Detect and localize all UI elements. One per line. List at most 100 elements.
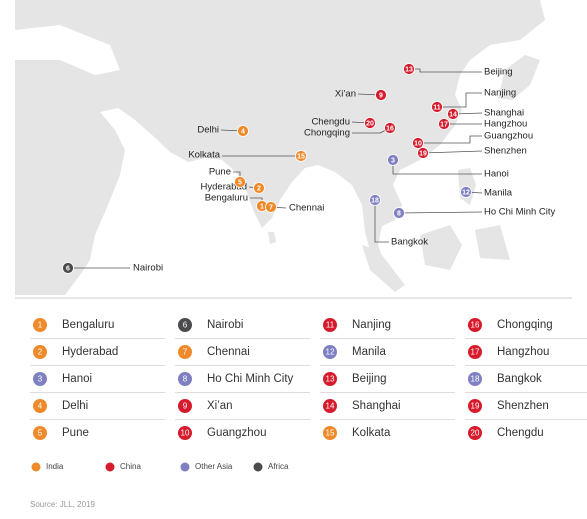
table-number: 5 — [38, 429, 43, 438]
table-city: Kolkata — [352, 427, 391, 439]
table-city: Beijing — [352, 373, 387, 385]
city-label: Nanjing — [484, 88, 516, 99]
city-marker — [265, 201, 277, 213]
legend-label: India — [46, 462, 64, 471]
city-label: Chongqing — [304, 128, 350, 139]
city-marker — [384, 122, 396, 134]
table-number: 4 — [38, 402, 43, 411]
table-number: 19 — [471, 402, 480, 411]
city-label: Shanghai — [484, 108, 524, 119]
table-marker — [323, 345, 337, 359]
leader-line — [422, 150, 483, 154]
table-marker — [323, 399, 337, 413]
city-marker — [460, 186, 472, 198]
table-number: 9 — [183, 402, 188, 411]
sea — [15, 25, 120, 75]
city-table: 1 Bengaluru 2 Hyderabad 3 Hanoi 4 Delhi 5 Pune 6 Na… — [30, 318, 587, 440]
table-number: 13 — [326, 375, 335, 384]
city-marker — [237, 125, 249, 137]
table-marker — [178, 372, 192, 386]
city-marker — [393, 207, 405, 219]
leader-line — [398, 211, 483, 214]
city-label: Kolkata — [188, 150, 220, 161]
leader-line — [418, 135, 482, 144]
table-city: Chengdu — [497, 427, 544, 439]
table-number: 2 — [38, 348, 43, 357]
city-marker — [295, 150, 307, 162]
city-label: Beijing — [484, 67, 513, 78]
city-marker — [431, 101, 443, 113]
table-city: Hyderabad — [62, 346, 118, 358]
city-label: Nairobi — [133, 263, 163, 274]
marker-number: 18 — [371, 197, 379, 204]
legend-swatch — [31, 462, 41, 472]
table-number: 15 — [326, 429, 335, 438]
marker-number: 19 — [419, 150, 427, 157]
city-label: Delhi — [197, 125, 219, 136]
table-city: Hangzhou — [497, 346, 549, 358]
table-marker — [323, 318, 337, 332]
legend-label: Other Asia — [195, 462, 233, 471]
table-number: 7 — [183, 348, 188, 357]
table-number: 16 — [471, 321, 480, 330]
table-marker — [33, 426, 47, 440]
table-marker — [323, 426, 337, 440]
table-number: 10 — [181, 429, 190, 438]
city-label: Hyderabad — [201, 182, 247, 193]
table-marker — [178, 345, 192, 359]
city-label: Hangzhou — [484, 119, 527, 130]
table-city: Chennai — [207, 346, 250, 358]
city-marker — [447, 108, 459, 120]
marker-number: 9 — [379, 92, 383, 99]
marker-number: 12 — [462, 189, 470, 196]
city-marker — [417, 147, 429, 159]
table-city: Xi’an — [207, 400, 233, 412]
table-marker — [468, 345, 482, 359]
legend-swatch — [180, 462, 190, 472]
city-label: Guangzhou — [484, 131, 533, 142]
table-city: Guangzhou — [207, 427, 266, 439]
legend-swatch — [105, 462, 115, 472]
marker-number: 15 — [297, 153, 305, 160]
city-label: Ho Chi Minh City — [484, 207, 556, 218]
city-marker — [403, 63, 415, 75]
table-city: Shanghai — [352, 400, 401, 412]
city-label: Shenzhen — [484, 146, 527, 157]
city-label: Bengaluru — [205, 193, 248, 204]
landmass — [15, 0, 545, 295]
marker-number: 4 — [241, 128, 245, 135]
table-marker — [323, 372, 337, 386]
island — [362, 245, 405, 292]
city-marker — [438, 118, 450, 130]
marker-number: 17 — [440, 121, 448, 128]
city-marker — [412, 137, 424, 149]
map-land — [15, 0, 545, 295]
table-marker — [468, 318, 482, 332]
table-city: Ho Chi Minh City — [207, 373, 294, 385]
table-city: Pune — [62, 427, 89, 439]
table-number: 6 — [183, 321, 188, 330]
marker-number: 7 — [269, 204, 273, 211]
city-marker — [62, 262, 74, 274]
city-marker — [375, 89, 387, 101]
table-marker — [33, 399, 47, 413]
marker-number: 14 — [449, 111, 457, 118]
city-marker — [234, 176, 246, 188]
city-marker — [387, 154, 399, 166]
table-number: 20 — [471, 429, 480, 438]
table-marker — [33, 372, 47, 386]
legend-swatch — [253, 462, 263, 472]
marker-number: 20 — [366, 120, 374, 127]
table-number: 18 — [471, 375, 480, 384]
table-city: Chongqing — [497, 319, 553, 331]
marker-number: 13 — [405, 66, 413, 73]
marker-number: 1 — [260, 203, 264, 210]
marker-number: 5 — [238, 179, 242, 186]
legend-label: China — [120, 462, 141, 471]
city-marker — [364, 117, 376, 129]
table-city: Manila — [352, 346, 386, 358]
city-label: Pune — [209, 167, 231, 178]
island — [268, 232, 276, 244]
island — [475, 225, 510, 260]
marker-number: 11 — [433, 104, 441, 111]
